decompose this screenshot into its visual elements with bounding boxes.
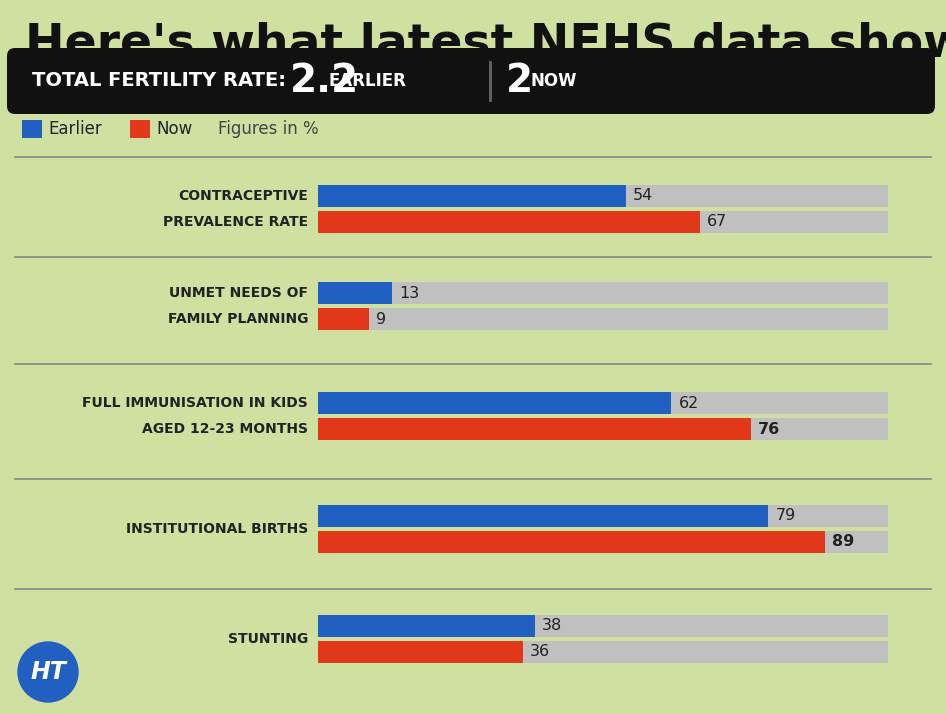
- Bar: [318, 185, 888, 207]
- Text: Here's what latest NFHS data shows: Here's what latest NFHS data shows: [25, 21, 946, 66]
- Bar: [318, 185, 626, 207]
- Text: STUNTING: STUNTING: [228, 632, 308, 646]
- Text: UNMET NEEDS OF: UNMET NEEDS OF: [169, 286, 308, 300]
- Text: NOW: NOW: [530, 72, 576, 90]
- Text: 67: 67: [707, 214, 727, 229]
- Text: 54: 54: [633, 188, 653, 203]
- Text: 13: 13: [399, 286, 419, 301]
- Text: FAMILY PLANNING: FAMILY PLANNING: [167, 312, 308, 326]
- Bar: [318, 505, 768, 527]
- Bar: [318, 418, 888, 440]
- Text: Figures in %: Figures in %: [218, 120, 319, 138]
- Text: TOTAL FERTILITY RATE:: TOTAL FERTILITY RATE:: [32, 71, 286, 91]
- Bar: [318, 531, 825, 553]
- Text: 89: 89: [832, 535, 854, 550]
- Text: 76: 76: [758, 421, 780, 436]
- Text: 36: 36: [530, 645, 551, 660]
- Bar: [318, 392, 672, 414]
- FancyBboxPatch shape: [7, 48, 935, 114]
- Text: 62: 62: [678, 396, 699, 411]
- Circle shape: [18, 642, 78, 702]
- Bar: [318, 641, 888, 663]
- Text: HT: HT: [30, 660, 66, 684]
- Text: FULL IMMUNISATION IN KIDS: FULL IMMUNISATION IN KIDS: [82, 396, 308, 410]
- Bar: [318, 615, 534, 637]
- Bar: [318, 211, 700, 233]
- Text: PREVALENCE RATE: PREVALENCE RATE: [163, 215, 308, 229]
- Bar: [318, 211, 888, 233]
- Text: Earlier: Earlier: [48, 120, 102, 138]
- Bar: [318, 308, 888, 330]
- Bar: [22, 120, 42, 138]
- Bar: [318, 308, 369, 330]
- Bar: [318, 418, 751, 440]
- Text: CONTRACEPTIVE: CONTRACEPTIVE: [178, 189, 308, 203]
- Text: 2: 2: [506, 62, 534, 100]
- Bar: [318, 531, 888, 553]
- Bar: [318, 505, 888, 527]
- Text: 2.2: 2.2: [290, 62, 359, 100]
- Text: 38: 38: [542, 618, 562, 633]
- Text: EARLIER: EARLIER: [328, 72, 406, 90]
- Text: INSTITUTIONAL BIRTHS: INSTITUTIONAL BIRTHS: [126, 522, 308, 536]
- Bar: [318, 282, 888, 304]
- Bar: [318, 615, 888, 637]
- Text: 79: 79: [776, 508, 796, 523]
- Text: AGED 12-23 MONTHS: AGED 12-23 MONTHS: [142, 422, 308, 436]
- Bar: [318, 282, 392, 304]
- Bar: [318, 641, 523, 663]
- Bar: [318, 392, 888, 414]
- Bar: [130, 120, 150, 138]
- Text: Now: Now: [156, 120, 192, 138]
- Text: 9: 9: [377, 311, 386, 326]
